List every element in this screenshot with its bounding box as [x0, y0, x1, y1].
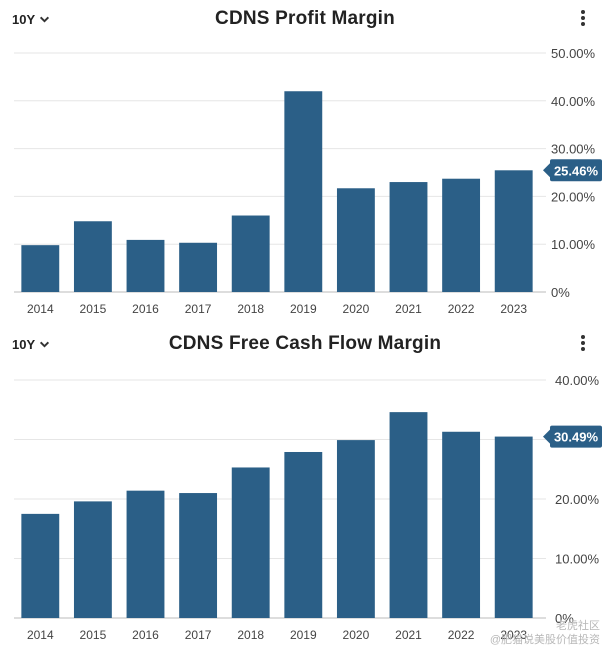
- x-tick-label: 2019: [290, 628, 317, 642]
- bar: [21, 245, 60, 292]
- bar: [73, 221, 112, 292]
- x-tick-label: 2021: [395, 302, 422, 316]
- x-tick-label: 2023: [500, 302, 527, 316]
- x-tick-label: 2021: [395, 628, 422, 642]
- bar: [231, 467, 270, 618]
- x-tick-label: 2015: [80, 628, 107, 642]
- bar: [442, 178, 481, 292]
- x-tick-label: 2019: [290, 302, 317, 316]
- y-tick-label: 40.00%: [555, 373, 600, 388]
- x-tick-label: 2020: [343, 302, 370, 316]
- profit-margin-chart: 0% 10.00% 20.00% 30.00% 40.00% 50.00% 2014 2015…: [14, 46, 602, 316]
- y-tick-label: 40.00%: [551, 94, 596, 109]
- x-tick-label: 2014: [27, 302, 54, 316]
- y-tick-label: 10.00%: [551, 237, 596, 252]
- y-tick-label: 10.00%: [555, 552, 600, 567]
- last-value-badge: [550, 425, 602, 448]
- watermark-line-2: @肥猫说美股价值投资: [489, 634, 600, 646]
- bar: [284, 451, 323, 618]
- bar: [389, 182, 428, 292]
- last-value-badge: [550, 159, 602, 182]
- y-tick-label: 0%: [555, 611, 574, 626]
- fcf-margin-panel: 10Y CDNS Free Cash Flow Margin 0% 10.00% 2…: [0, 325, 610, 651]
- period-selector[interactable]: 10Y: [12, 337, 50, 352]
- bar: [126, 490, 165, 618]
- chart-title: CDNS Free Cash Flow Margin: [168, 333, 442, 354]
- bar: [126, 239, 165, 292]
- x-tick-label: 2018: [237, 628, 264, 642]
- x-tick-label: 2016: [132, 628, 159, 642]
- last-value-label: 25.46%: [554, 163, 599, 178]
- x-tick-label: 2020: [343, 628, 370, 642]
- bar: [179, 242, 218, 292]
- period-selector[interactable]: 10Y: [12, 12, 50, 27]
- x-tick-label: 2016: [132, 302, 159, 316]
- x-tick-label: 2015: [80, 302, 107, 316]
- x-tick-label: 2018: [237, 302, 264, 316]
- y-tick-label: 0%: [551, 285, 570, 300]
- bar: [231, 215, 270, 292]
- badge-pointer: [543, 163, 550, 178]
- bar: [389, 412, 428, 618]
- bar: [494, 170, 533, 292]
- chevron-down-icon: [40, 341, 50, 348]
- y-tick-label: 30.00%: [551, 142, 596, 157]
- last-value-label: 30.49%: [554, 430, 599, 445]
- bar: [442, 431, 481, 618]
- x-tick-label: 2023: [500, 628, 527, 642]
- x-tick-label: 2014: [27, 628, 54, 642]
- x-tick-label: 2017: [185, 628, 212, 642]
- period-label: 10Y: [12, 12, 36, 27]
- period-label: 10Y: [12, 337, 36, 352]
- bar: [73, 501, 112, 618]
- bar: [336, 440, 375, 618]
- watermark-line-1: 老虎社区: [556, 620, 600, 632]
- bar: [336, 188, 375, 292]
- bar: [494, 436, 533, 618]
- badge-pointer: [543, 429, 550, 444]
- more-options-icon[interactable]: [578, 10, 588, 30]
- y-tick-label: 20.00%: [551, 189, 596, 204]
- chart-title: CDNS Profit Margin: [215, 8, 395, 29]
- chevron-down-icon: [40, 16, 50, 23]
- more-options-icon[interactable]: [578, 335, 588, 355]
- bar: [21, 513, 60, 618]
- y-tick-label: 20.00%: [555, 492, 600, 507]
- x-tick-label: 2022: [448, 302, 475, 316]
- x-tick-label: 2022: [448, 628, 475, 642]
- watermark: 老虎社区 @肥猫说美股价值投资: [490, 619, 600, 647]
- fcf-margin-chart: 0%10.00%20.00%30.00%40.00%20142015201620…: [14, 373, 602, 642]
- x-tick-label: 2017: [185, 302, 212, 316]
- bar: [179, 493, 218, 618]
- profit-margin-panel: 10Y CDNS Profit Margin 0% 10.00% 20.00% 30.…: [0, 0, 610, 325]
- bar: [284, 91, 323, 293]
- y-tick-label: 50.00%: [551, 46, 596, 61]
